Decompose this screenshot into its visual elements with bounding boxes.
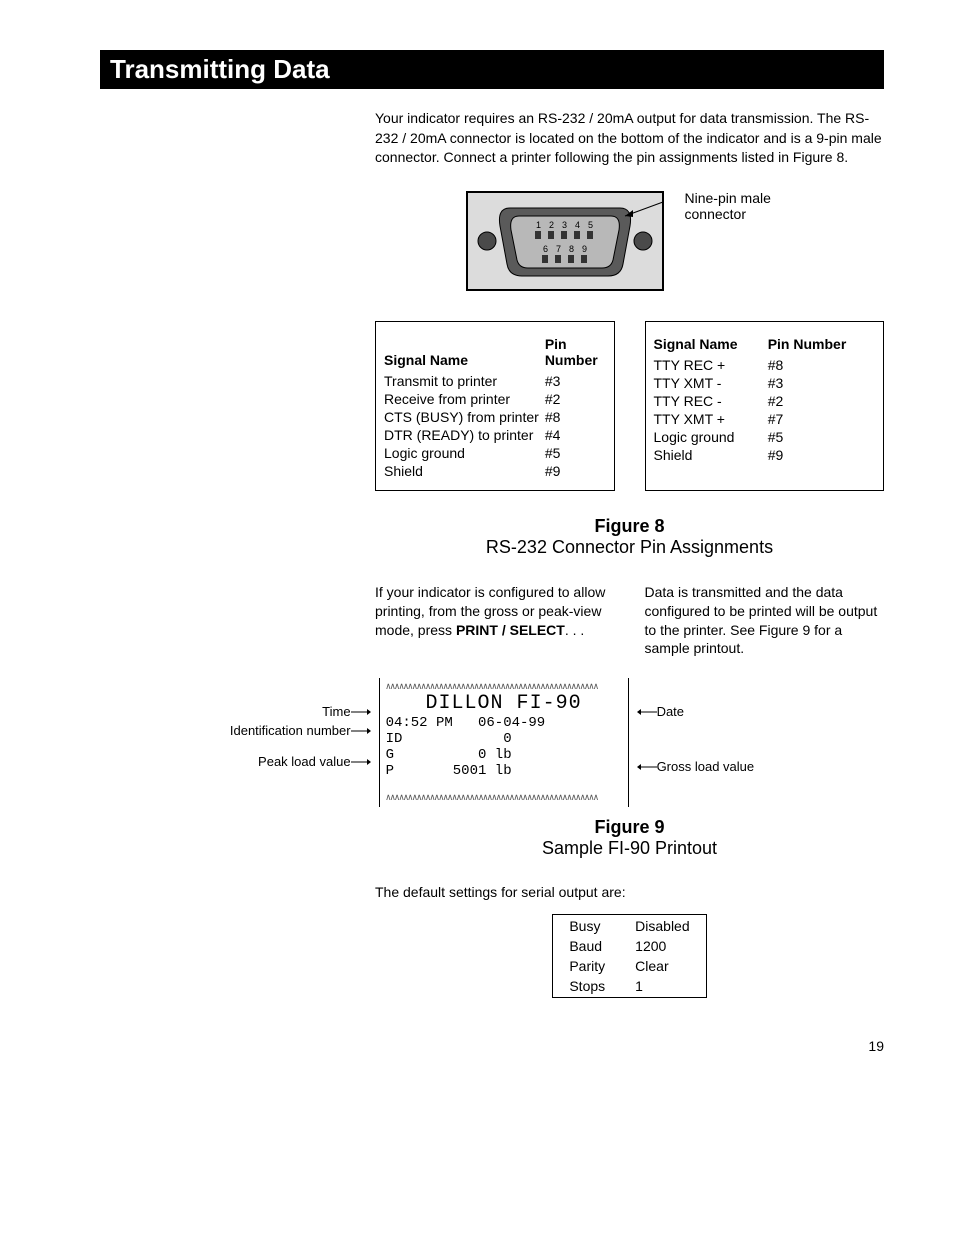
- table-row: TTY REC -#2: [654, 392, 876, 410]
- pin-label-4: 4: [575, 220, 580, 230]
- table-row: Shield#9: [654, 446, 876, 464]
- label-date: Date: [657, 704, 684, 719]
- pin-1: [535, 231, 541, 239]
- pin-7: [555, 255, 561, 263]
- print-select-label: PRINT / SELECT: [456, 622, 565, 638]
- table-row: TTY XMT -#3: [654, 374, 876, 392]
- section-header: Transmitting Data: [100, 50, 884, 89]
- table-header-row: Signal Name Pin Number: [654, 334, 876, 356]
- table-row: CTS (BUSY) from printer#8: [384, 408, 606, 426]
- pin-label-5: 5: [588, 220, 593, 230]
- right-column-text: Data is transmitted and the data configu…: [645, 583, 885, 659]
- pin-8: [568, 255, 574, 263]
- page-number: 19: [100, 1038, 884, 1054]
- table-row: Stops1: [555, 977, 703, 995]
- pin-2: [548, 231, 554, 239]
- table-row: DTR (READY) to printer#4: [384, 426, 606, 444]
- table-row: Logic ground#5: [654, 428, 876, 446]
- printout-box: ∧∧∧∧∧∧∧∧∧∧∧∧∧∧∧∧∧∧∧∧∧∧∧∧∧∧∧∧∧∧∧∧∧∧∧∧∧∧∧∧…: [379, 678, 629, 807]
- figure-9-title: Sample FI-90 Printout: [375, 838, 884, 859]
- printout-line-id: ID 0: [386, 731, 622, 747]
- pin-label-2: 2: [549, 220, 554, 230]
- table-header-row: Signal Name Pin Number: [384, 334, 606, 372]
- th-pin: Pin Number: [768, 334, 875, 356]
- intro-paragraph: Your indicator requires an RS-232 / 20mA…: [375, 109, 884, 168]
- table-row: Shield#9: [384, 462, 606, 480]
- label-time: Time: [322, 704, 350, 719]
- pin-label-3: 3: [562, 220, 567, 230]
- table-row: ParityClear: [555, 957, 703, 975]
- printout-line-time: 04:52 PM 06-04-99: [386, 715, 622, 731]
- printout-figure: Time Identification number Peak load val…: [100, 678, 884, 807]
- left-column-text: If your indicator is configured to allow…: [375, 583, 615, 659]
- pin-6: [542, 255, 548, 263]
- th-signal: Signal Name: [384, 334, 545, 372]
- pin-label-6: 6: [543, 244, 548, 254]
- table-row: Receive from printer#2: [384, 390, 606, 408]
- pin-label-8: 8: [569, 244, 574, 254]
- label-peak: Peak load value: [258, 754, 351, 769]
- table-row: Baud1200: [555, 937, 703, 955]
- pin-3: [561, 231, 567, 239]
- table-row: BusyDisabled: [555, 917, 703, 935]
- figure-9-caption: Figure 9 Sample FI-90 Printout: [375, 817, 884, 859]
- figure-8-num: Figure 8: [375, 516, 884, 537]
- label-gross: Gross load value: [657, 759, 755, 774]
- figure-8-caption: Figure 8 RS-232 Connector Pin Assignment…: [375, 516, 884, 558]
- pin-4: [574, 231, 580, 239]
- connector-callout: Nine-pin male connector: [685, 186, 795, 222]
- figure-9-num: Figure 9: [375, 817, 884, 838]
- pin-5: [587, 231, 593, 239]
- label-ident: Identification number: [230, 723, 351, 738]
- printout-line-p: P 5001 lb: [386, 763, 622, 779]
- table-row: TTY REC +#8: [654, 356, 876, 374]
- pin-table-right: Signal Name Pin Number TTY REC +#8 TTY X…: [645, 321, 885, 491]
- screw-left: [478, 232, 496, 250]
- pin-table-left: Signal Name Pin Number Transmit to print…: [375, 321, 615, 491]
- table-row: TTY XMT +#7: [654, 410, 876, 428]
- table-row: Transmit to printer#3: [384, 372, 606, 390]
- pin-9: [581, 255, 587, 263]
- th-signal: Signal Name: [654, 334, 768, 356]
- tear-bottom: ∧∧∧∧∧∧∧∧∧∧∧∧∧∧∧∧∧∧∧∧∧∧∧∧∧∧∧∧∧∧∧∧∧∧∧∧∧∧∧∧…: [386, 793, 622, 803]
- tear-top: ∧∧∧∧∧∧∧∧∧∧∧∧∧∧∧∧∧∧∧∧∧∧∧∧∧∧∧∧∧∧∧∧∧∧∧∧∧∧∧∧…: [386, 682, 622, 692]
- pin-label-7: 7: [556, 244, 561, 254]
- figure-8-title: RS-232 Connector Pin Assignments: [375, 537, 884, 558]
- connector-svg: 1 2 3 4 5 6 7 8 9: [465, 186, 665, 296]
- connector-figure: 1 2 3 4 5 6 7 8 9 Nine-p: [375, 186, 884, 296]
- screw-right: [634, 232, 652, 250]
- printout-title: DILLON FI-90: [386, 692, 622, 715]
- defaults-intro: The default settings for serial output a…: [375, 884, 884, 900]
- defaults-table: BusyDisabled Baud1200 ParityClear Stops1: [552, 914, 706, 998]
- table-row: Logic ground#5: [384, 444, 606, 462]
- pin-label-9: 9: [582, 244, 587, 254]
- th-pin: Pin Number: [545, 334, 606, 372]
- pin-label-1: 1: [536, 220, 541, 230]
- printout-line-g: G 0 lb: [386, 747, 622, 763]
